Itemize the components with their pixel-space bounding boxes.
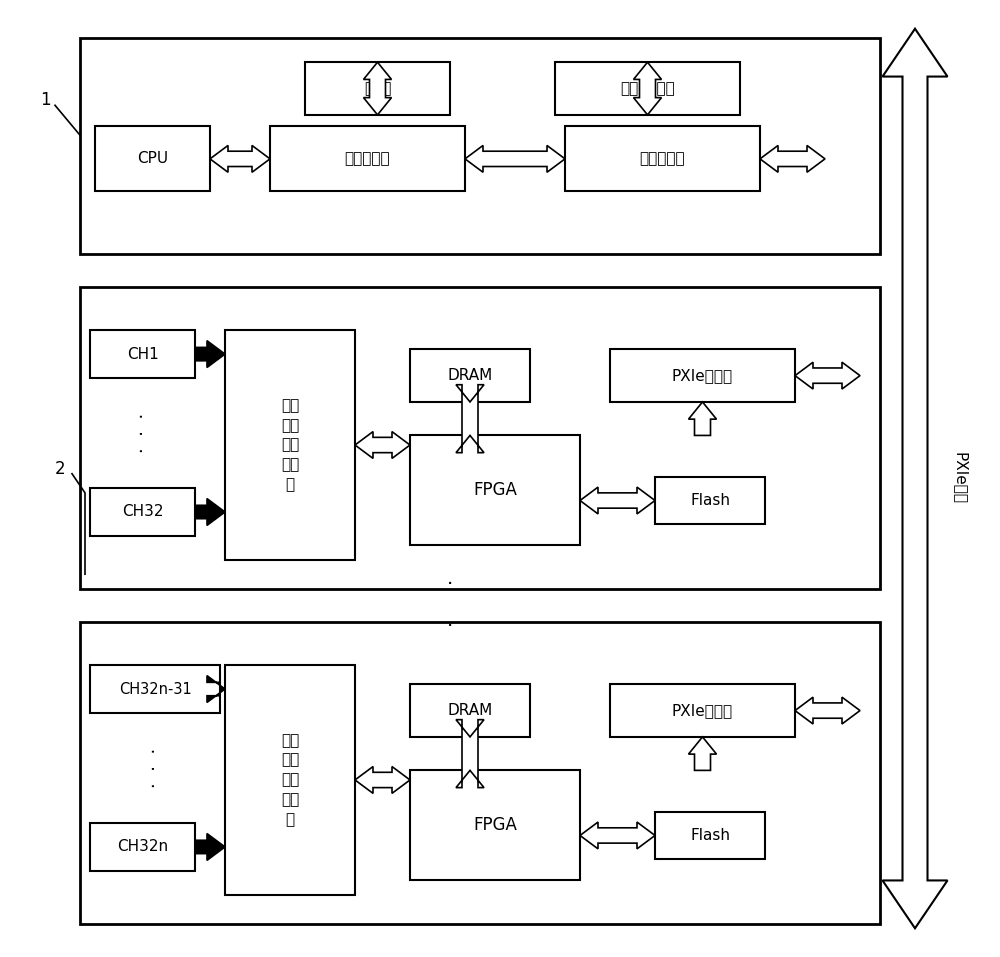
Polygon shape <box>456 385 484 453</box>
Polygon shape <box>456 720 484 788</box>
Text: 1: 1 <box>40 92 50 109</box>
Bar <box>610 684 795 737</box>
Polygon shape <box>883 29 948 928</box>
Text: CPU: CPU <box>137 151 168 167</box>
Polygon shape <box>795 697 860 723</box>
Text: ·
·: · · <box>447 575 453 635</box>
Polygon shape <box>580 822 655 849</box>
Bar <box>225 330 355 560</box>
Bar <box>655 812 765 859</box>
Bar <box>655 477 765 524</box>
Text: CH32: CH32 <box>122 504 163 520</box>
Text: ·  ·  ·: · · · <box>146 747 164 789</box>
Polygon shape <box>355 432 410 458</box>
Text: 南桥芯片组: 南桥芯片组 <box>640 151 685 167</box>
Bar <box>610 349 795 402</box>
Bar <box>90 488 195 536</box>
Bar <box>410 435 580 545</box>
Polygon shape <box>210 145 270 172</box>
Bar <box>410 684 530 737</box>
Text: DRAM: DRAM <box>447 703 493 718</box>
Bar <box>305 62 450 115</box>
Text: ·  ·  ·: · · · <box>134 412 152 454</box>
Polygon shape <box>195 834 225 860</box>
Text: FPGA: FPGA <box>473 481 517 500</box>
Bar <box>410 349 530 402</box>
Text: 硬件驱动模块: 硬件驱动模块 <box>620 81 675 96</box>
Polygon shape <box>465 145 565 172</box>
Text: CH32n-31: CH32n-31 <box>119 681 191 697</box>
Text: PXIe控制器: PXIe控制器 <box>672 703 733 718</box>
Text: 存储器: 存储器 <box>364 81 391 96</box>
Polygon shape <box>760 145 825 172</box>
Bar <box>270 126 465 191</box>
Text: PXIe背板: PXIe背板 <box>952 453 968 504</box>
Text: 信号
调理
与采
集模
块: 信号 调理 与采 集模 块 <box>281 733 299 827</box>
Polygon shape <box>207 676 225 702</box>
Bar <box>565 126 760 191</box>
Text: 北桥芯片组: 北桥芯片组 <box>345 151 390 167</box>
Bar <box>90 665 220 713</box>
Bar <box>225 665 355 895</box>
Text: CH32n: CH32n <box>117 839 168 855</box>
Bar <box>90 823 195 871</box>
Text: CH1: CH1 <box>127 346 158 362</box>
Text: DRAM: DRAM <box>447 368 493 383</box>
Bar <box>95 126 210 191</box>
Text: FPGA: FPGA <box>473 816 517 835</box>
Bar <box>410 770 580 880</box>
Bar <box>80 287 880 589</box>
Text: Flash: Flash <box>690 493 730 508</box>
Polygon shape <box>364 62 392 115</box>
Polygon shape <box>688 402 716 435</box>
Bar <box>555 62 740 115</box>
Polygon shape <box>634 62 662 115</box>
Text: Flash: Flash <box>690 828 730 843</box>
Bar <box>80 622 880 924</box>
Text: 信号
调理
与采
集模
块: 信号 调理 与采 集模 块 <box>281 398 299 492</box>
Text: 2: 2 <box>55 460 65 478</box>
Bar <box>80 38 880 254</box>
Polygon shape <box>580 487 655 514</box>
Polygon shape <box>688 737 716 770</box>
Bar <box>90 330 195 378</box>
Polygon shape <box>795 362 860 389</box>
Polygon shape <box>195 341 225 367</box>
Polygon shape <box>195 499 225 525</box>
Polygon shape <box>355 767 410 793</box>
Text: PXIe控制器: PXIe控制器 <box>672 368 733 383</box>
